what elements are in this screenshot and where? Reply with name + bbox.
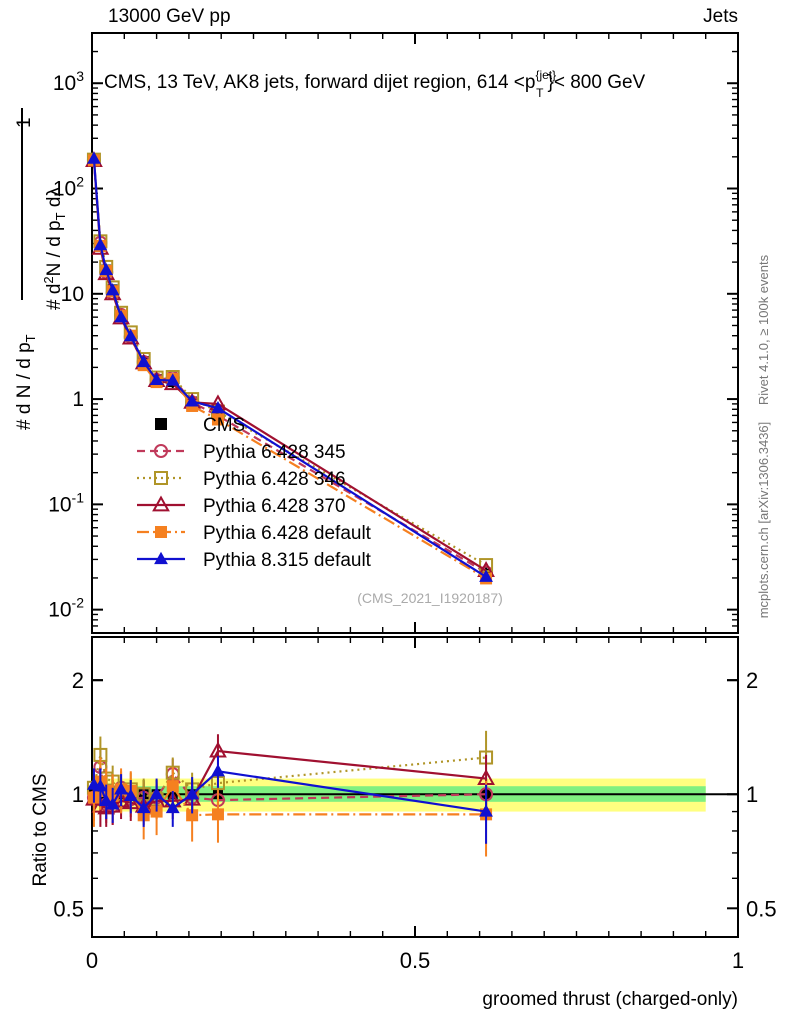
main-ytick-label: 10-2: [48, 595, 84, 622]
ratio-ytick-label: 0.5: [53, 896, 84, 921]
legend-item-5[interactable]: Pythia 8.315 default: [137, 550, 372, 571]
legend-label: Pythia 6.428 370: [203, 496, 346, 517]
main-series-group: [85, 151, 495, 585]
ylabel-numerator: # d2N / d pT dλ: [41, 187, 68, 310]
ratio-ytick-label: 2: [72, 668, 84, 693]
series-5: [87, 756, 493, 844]
main-ytick-label: 103: [53, 68, 84, 95]
ratio-ytick-label: 1: [72, 782, 84, 807]
data-marker: [165, 373, 180, 386]
data-marker: [166, 780, 179, 793]
legend-label: CMS: [203, 415, 245, 436]
legend-item-1[interactable]: Pythia 6.428 345: [137, 442, 346, 463]
x-tick-label: 0.5: [400, 948, 431, 973]
header-left-label: 13000 GeV pp: [108, 6, 231, 27]
data-marker: [93, 237, 108, 251]
x-tick-label: 0: [86, 948, 98, 973]
header-right-label: Jets: [703, 6, 738, 27]
data-marker: [123, 788, 138, 801]
data-marker: [211, 808, 224, 821]
ratio-y-axis-ticks: 2 2 1 1 0.5 0.5: [53, 668, 776, 921]
legend: CMS Pythia 6.428 345 Pythia 6.428 346 Pythi…: [137, 415, 372, 571]
main-x-axis-ticks: [91, 33, 739, 633]
main-ytick-label: 10: [61, 283, 84, 306]
data-marker: [105, 797, 120, 810]
data-marker: [165, 800, 180, 814]
main-ytick-label: 102: [53, 174, 84, 201]
data-marker: [155, 526, 167, 538]
data-marker: [149, 787, 164, 800]
ratio-ytick-label: 0.5: [746, 896, 777, 921]
data-marker: [211, 764, 225, 777]
data-marker: [154, 471, 168, 485]
main-ylabel: # d N / d pT 1 # d2N / d pT dλ: [14, 108, 68, 430]
x-tick-label: 1: [732, 948, 744, 973]
series-5: [87, 151, 493, 582]
legend-label: Pythia 8.315 default: [203, 550, 372, 571]
data-marker: [136, 354, 151, 368]
data-marker: [185, 787, 200, 800]
data-marker: [105, 283, 120, 296]
main-ytick-label: 1: [72, 388, 84, 411]
main-panel-frame: [91, 32, 739, 634]
data-marker: [87, 151, 101, 164]
header-bar: 13000 GeV pp Jets: [0, 0, 786, 30]
ylabel-denominator: # d N / d pT: [14, 334, 38, 430]
data-marker: [149, 372, 164, 386]
main-ytick-label: 10-1: [48, 489, 84, 516]
ylabel-prefix: 1: [14, 117, 35, 128]
data-marker: [93, 779, 108, 792]
legend-item-3[interactable]: Pythia 6.428 370: [137, 495, 346, 517]
legend-item-4[interactable]: Pythia 6.428 default: [137, 523, 372, 544]
sidebar-rivet-label: Rivet 4.1.0, ≥ 100k events: [756, 254, 771, 405]
data-marker: [99, 262, 114, 276]
data-marker: [152, 495, 170, 512]
ratio-ytick-label: 2: [746, 668, 758, 693]
watermark-label: (CMS_2021_I1920187): [357, 590, 503, 606]
legend-item-0[interactable]: CMS: [155, 415, 245, 436]
data-marker: [479, 804, 493, 817]
data-marker: [155, 418, 167, 430]
data-marker: [114, 309, 128, 323]
data-marker: [479, 569, 493, 582]
sidebar-mcplots-label: mcplots.cern.ch [arXiv:1306.3436]: [756, 422, 771, 619]
x-axis-tick-labels: 0 0.5 1: [86, 948, 744, 973]
ratio-ylabel: Ratio to CMS: [30, 774, 51, 887]
ratio-x-axis-ticks: [91, 637, 739, 937]
ratio-series-group: [85, 730, 495, 857]
data-marker: [114, 782, 128, 795]
data-marker: [154, 444, 168, 458]
legend-label: Pythia 6.428 345: [203, 442, 346, 463]
data-marker: [123, 329, 138, 342]
data-marker: [211, 400, 225, 414]
data-marker: [185, 394, 200, 407]
data-marker: [154, 551, 168, 565]
plot-title: CMS, 13 TeV, AK8 jets, forward dijet reg…: [104, 68, 646, 100]
legend-label: Pythia 6.428 346: [203, 469, 346, 490]
legend-item-2[interactable]: Pythia 6.428 346: [137, 469, 346, 490]
x-axis-label: groomed thrust (charged-only): [482, 989, 738, 1010]
ratio-ytick-label: 1: [746, 782, 758, 807]
data-marker: [136, 800, 151, 814]
data-marker: [186, 809, 199, 822]
legend-label: Pythia 6.428 default: [203, 523, 372, 544]
data-marker: [211, 413, 224, 426]
